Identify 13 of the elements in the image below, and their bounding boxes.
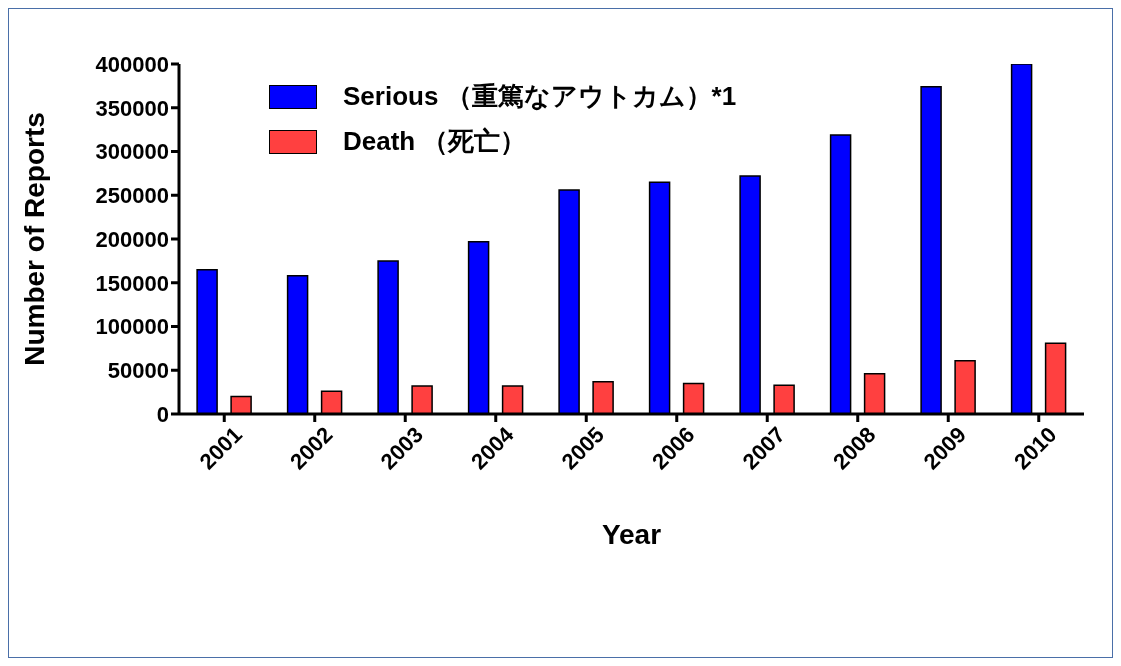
x-axis-title: Year xyxy=(601,519,662,550)
y-tick-label: 200000 xyxy=(95,226,169,252)
y-tick-label: 300000 xyxy=(95,139,169,165)
y-tick-label: 350000 xyxy=(95,95,169,121)
legend-label: Death （死亡） xyxy=(343,125,527,158)
y-axis-title: Number of Reports xyxy=(18,112,50,366)
y-tick-label: 0 xyxy=(156,401,169,427)
legend-label: Serious （重篤なアウトカム）*1 xyxy=(343,80,737,113)
y-tick-label: 250000 xyxy=(95,183,169,209)
y-tick-label: 100000 xyxy=(95,314,169,340)
y-tick-label: 50000 xyxy=(107,358,169,384)
y-tick-label: 400000 xyxy=(95,51,169,77)
y-tick-label: 150000 xyxy=(95,270,169,296)
